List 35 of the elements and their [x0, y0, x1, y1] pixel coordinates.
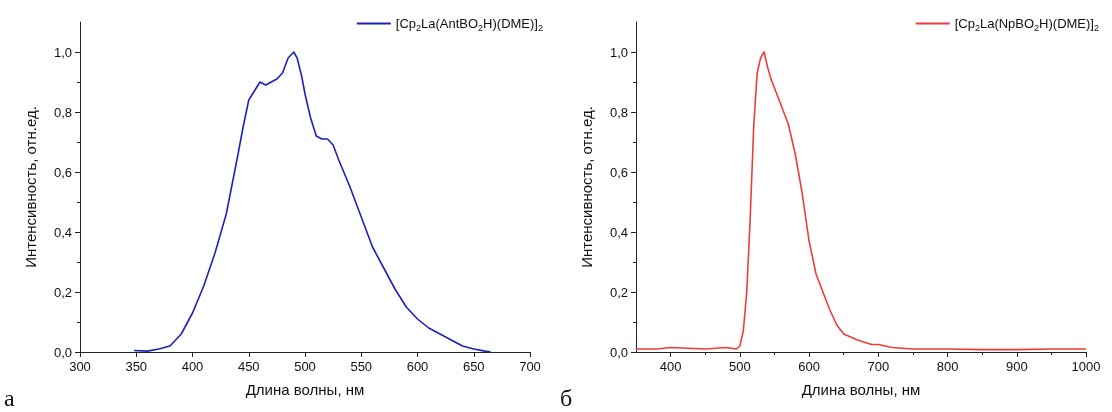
x-tick-label: 500 — [294, 359, 316, 374]
line-series — [133, 51, 492, 353]
y-tick-label: 0,8 — [609, 104, 628, 120]
x-tick-label: 600 — [798, 359, 820, 374]
x-tick-label: 500 — [728, 359, 751, 374]
text: б — [560, 385, 573, 411]
y-axis-title: Интенсивность, отн.ед. — [578, 106, 595, 268]
x-tick-label: 1000 — [1071, 359, 1101, 374]
x-tick-label: 300 — [69, 359, 91, 374]
x-tick-label: 400 — [659, 359, 682, 374]
y-tick-label: 1,0 — [53, 44, 72, 60]
x-tick-label: 700 — [867, 359, 890, 374]
x-axis-title: Длина волны, нм — [801, 381, 921, 398]
x-tick-label: 550 — [350, 359, 373, 374]
x-tick-label: 800 — [936, 359, 959, 374]
x-axis-title: Длина волны, нм — [245, 381, 365, 398]
x-tick-label: 600 — [406, 359, 429, 374]
x-tick-label: 350 — [125, 359, 148, 374]
x-tick-label: 400 — [181, 359, 204, 374]
y-tick-label: 0,0 — [609, 344, 628, 360]
x-tick-label: 700 — [519, 359, 541, 374]
text: а — [4, 385, 15, 411]
y-tick-label: 1,0 — [609, 44, 628, 60]
y-tick-label: 0,4 — [53, 224, 72, 240]
y-tick-label: 0,2 — [609, 284, 628, 300]
y-tick-label: 0,0 — [53, 344, 72, 360]
y-tick-label: 0,4 — [609, 224, 628, 240]
y-axis-title: Интенсивность, отн.ед. — [22, 106, 39, 268]
y-tick-label: 0,6 — [53, 164, 72, 180]
x-tick-label: 650 — [462, 359, 485, 374]
x-tick-label: 900 — [1005, 359, 1028, 374]
y-tick-label: 0,8 — [53, 104, 72, 120]
x-tick-label: 450 — [237, 359, 260, 374]
y-tick-label: 0,2 — [53, 284, 72, 300]
y-tick-label: 0,6 — [609, 164, 628, 180]
